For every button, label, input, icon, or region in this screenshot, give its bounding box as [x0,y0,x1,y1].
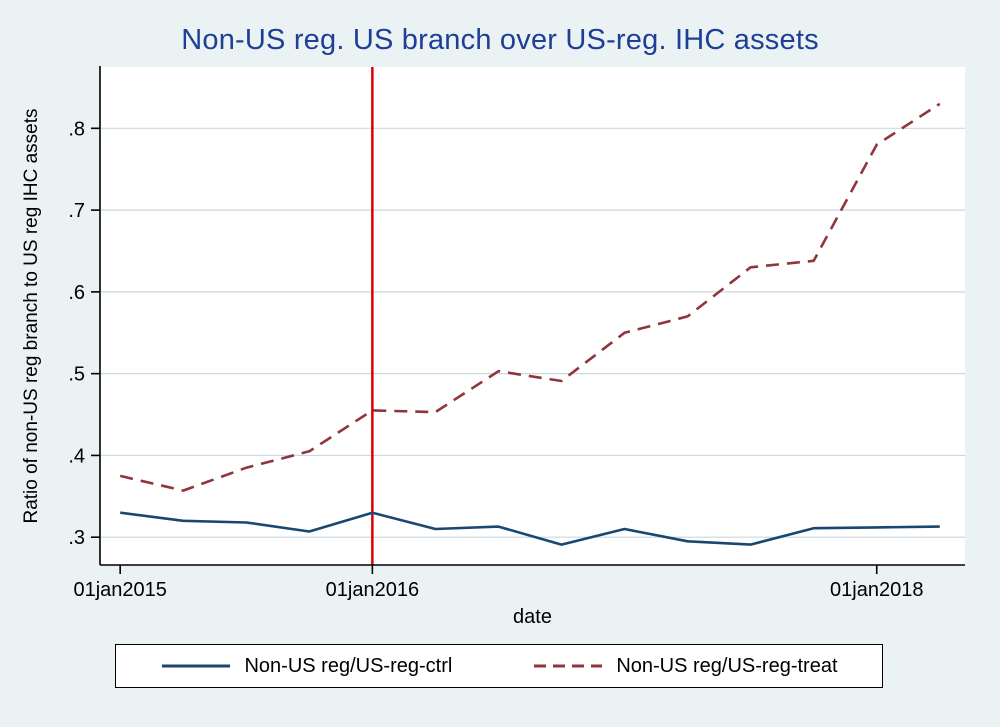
y-tick-label: .6 [68,282,85,304]
y-tick-label: .8 [68,118,85,140]
y-tick-label: .7 [68,200,85,222]
x-tick-label: 01jan2018 [830,579,923,601]
y-tick-label: .3 [68,527,85,549]
ctrl-line-sample-icon [162,664,231,668]
legend-entry-treat: Non-US reg/US-reg-treat [532,654,838,678]
series-line-treat [119,102,941,492]
plot-background [100,67,965,565]
chart-title: Non-US reg. US branch over US-reg. IHC a… [181,24,819,56]
y-tick-label: .5 [68,364,85,386]
legend: Non-US reg/US-reg-ctrl Non-US reg/US-reg… [115,644,883,688]
x-tick-label: 01jan2016 [326,579,419,601]
treat-line-sample-icon [534,664,603,668]
legend-label-treat: Non-US reg/US-reg-treat [616,654,838,677]
legend-entry-ctrl: Non-US reg/US-reg-ctrl [160,655,452,678]
legend-label-ctrl: Non-US reg/US-reg-ctrl [244,654,453,677]
x-tick-label: 01jan2015 [73,579,166,601]
series-line-ctrl [120,511,940,546]
x-axis-label: date [513,606,552,628]
y-tick-label: .4 [68,445,85,467]
